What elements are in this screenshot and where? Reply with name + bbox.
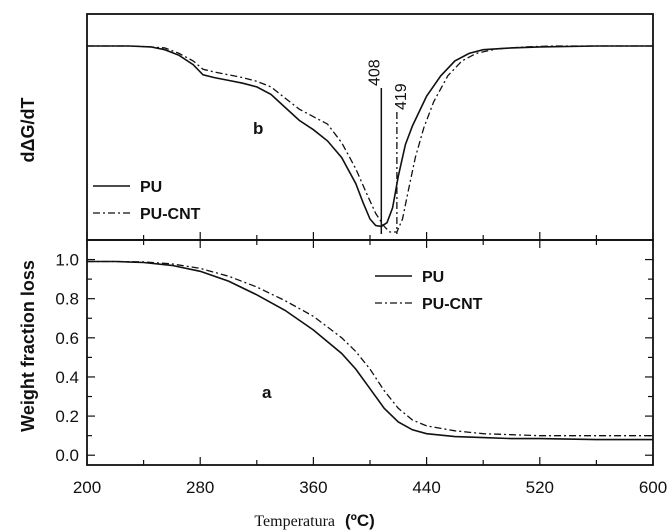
y-tick-label: 0.2 bbox=[55, 407, 79, 426]
panel-label-b: b bbox=[253, 119, 263, 138]
x-tick-label: 200 bbox=[73, 478, 101, 497]
x-axis-unit: (ºC) bbox=[345, 511, 375, 530]
top-series-pu-line bbox=[87, 45, 653, 228]
bottom-legend-pu-label: PU bbox=[422, 269, 444, 286]
top-legend-pu-cnt-label: PU-CNT bbox=[140, 206, 201, 223]
x-tick-label: 280 bbox=[186, 478, 214, 497]
bottom-plot-frame bbox=[86, 239, 654, 466]
y-tick-label: 0.8 bbox=[55, 290, 79, 309]
bottom-legend-pu-cnt-label: PU-CNT bbox=[422, 296, 483, 313]
y-tick-label: 0.4 bbox=[55, 368, 79, 387]
top-series-pu-cnt-line bbox=[87, 45, 653, 233]
x-axis-label: Temperatura bbox=[254, 513, 335, 530]
panel-label-a: a bbox=[262, 383, 272, 402]
x-tick-label: 360 bbox=[299, 478, 327, 497]
top-y-axis-label: dΔG/dT bbox=[18, 98, 38, 163]
bottom-series-pu-line bbox=[87, 260, 653, 441]
x-tick-label: 440 bbox=[412, 478, 440, 497]
bottom-series-group bbox=[87, 260, 653, 441]
x-tick-label: 600 bbox=[639, 478, 667, 497]
ticks-group: 200 280 360 440 520 600 0.0 0.2 0.4 0.6 0.8 1.0 bbox=[55, 232, 667, 497]
top-series-group bbox=[87, 45, 653, 233]
bottom-series-pu-cnt-line bbox=[87, 260, 653, 437]
top-legend-pu-label: PU bbox=[140, 179, 162, 196]
y-tick-label: 0.6 bbox=[55, 329, 79, 348]
peak-pu-cnt-label: 419 bbox=[393, 83, 410, 110]
y-tick-label: 0.0 bbox=[55, 446, 79, 465]
x-tick-label: 520 bbox=[526, 478, 554, 497]
y-tick-label: 1.0 bbox=[55, 251, 79, 270]
peak-pu-label: 408 bbox=[366, 59, 383, 86]
bottom-y-axis-label: Weight fraction loss bbox=[18, 260, 38, 432]
